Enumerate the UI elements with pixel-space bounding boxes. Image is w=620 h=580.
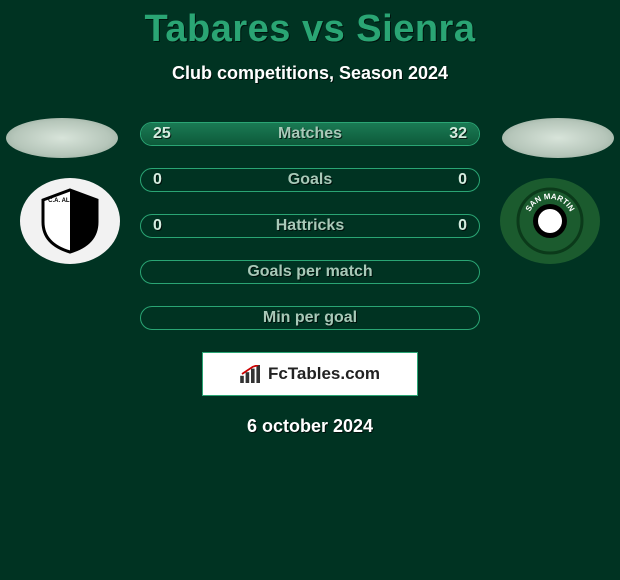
team-badge-left: C.A. ALL BOYS xyxy=(20,178,120,264)
stat-row: 0Goals0 xyxy=(140,168,480,192)
stat-row: 25Matches32 xyxy=(140,122,480,146)
stat-value-right: 0 xyxy=(429,217,479,235)
stat-value-right: 0 xyxy=(429,171,479,189)
stat-row: Goals per match xyxy=(140,260,480,284)
stat-value-right: 32 xyxy=(429,125,479,143)
date-text: 6 october 2024 xyxy=(0,416,620,437)
team-badge-right: SAN MARTIN xyxy=(500,178,600,264)
stat-row: Min per goal xyxy=(140,306,480,330)
shield-icon: C.A. ALL BOYS xyxy=(35,186,105,256)
stat-row: 0Hattricks0 xyxy=(140,214,480,238)
page-title: Tabares vs Sienra xyxy=(0,0,620,51)
brand-box[interactable]: FcTables.com xyxy=(202,352,418,396)
stat-label: Goals xyxy=(191,171,429,189)
brand-text: FcTables.com xyxy=(268,364,380,384)
stat-label: Min per goal xyxy=(191,309,429,327)
shield-icon: SAN MARTIN xyxy=(515,186,585,256)
stat-value-left: 0 xyxy=(141,171,191,189)
stat-label: Hattricks xyxy=(191,217,429,235)
stat-label: Goals per match xyxy=(191,263,429,281)
svg-text:C.A. ALL BOYS: C.A. ALL BOYS xyxy=(48,198,92,204)
player-photo-left xyxy=(6,118,118,158)
page-subtitle: Club competitions, Season 2024 xyxy=(0,63,620,84)
player-photo-right xyxy=(502,118,614,158)
stats-list: 25Matches320Goals00Hattricks0Goals per m… xyxy=(140,122,480,330)
comparison-card: Tabares vs Sienra Club competitions, Sea… xyxy=(0,0,620,580)
stat-value-left: 0 xyxy=(141,217,191,235)
chart-icon xyxy=(240,365,262,383)
stat-value-left: 25 xyxy=(141,125,191,143)
stat-label: Matches xyxy=(191,125,429,143)
